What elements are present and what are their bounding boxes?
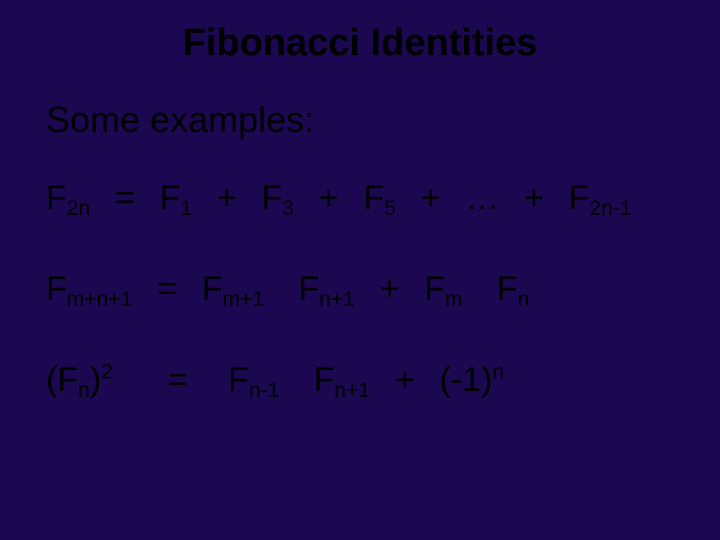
eq2-equals: =	[157, 270, 177, 308]
eq1-t2-base: F	[261, 179, 282, 217]
eq2-lhs-sub: m+n+1	[67, 288, 133, 311]
eq1-plus2: +	[319, 179, 339, 217]
eq2-t2-sub: n+1	[319, 288, 355, 311]
eq1-plus3: +	[421, 179, 441, 217]
eq2-plus: +	[380, 270, 400, 308]
eq3-lhs-base: F	[57, 361, 78, 399]
eq3-lparen: (	[46, 361, 57, 399]
eq1-plus1: +	[217, 179, 237, 217]
eq2-t1-base: F	[202, 270, 223, 308]
eq2-t4-sub: n	[518, 288, 530, 311]
eq1-t4-sub: 2n-1	[589, 197, 631, 220]
slide: Fibonacci Identities Some examples: F2n …	[0, 0, 720, 540]
examples-heading: Some examples:	[46, 100, 674, 140]
identity-1: F2n = F1 + F3 + F5 + … + F2n-1	[46, 179, 674, 218]
eq3-neg: (-1)	[440, 361, 493, 399]
eq3-t2-sub: n+1	[334, 379, 370, 402]
eq3-neg-sup: n	[492, 361, 504, 384]
eq3-plus: +	[395, 361, 415, 399]
eq1-t2-sub: 3	[282, 197, 294, 220]
eq3-lhs-sup: 2	[101, 361, 113, 384]
eq2-t3-sub: m	[445, 288, 463, 311]
slide-title: Fibonacci Identities	[46, 22, 674, 66]
identity-3: (Fn)2 = Fn-1 Fn+1 + (-1)n	[46, 361, 674, 400]
eq1-equals: =	[115, 179, 135, 217]
eq2-t4-base: F	[497, 270, 518, 308]
eq1-t4-base: F	[569, 179, 590, 217]
eq3-t1-base: F	[228, 361, 249, 399]
eq2-lhs-base: F	[46, 270, 67, 308]
eq1-plus4: +	[524, 179, 544, 217]
eq1-t3-sub: 5	[384, 197, 396, 220]
eq2-t3-base: F	[424, 270, 445, 308]
identity-2: Fm+n+1 = Fm+1 Fn+1 + Fm Fn	[46, 270, 674, 309]
eq1-t1-sub: 1	[180, 197, 192, 220]
eq3-t2-base: F	[314, 361, 335, 399]
eq1-t1-base: F	[160, 179, 181, 217]
eq3-t1-sub: n-1	[249, 379, 279, 402]
eq3-equals: =	[168, 361, 188, 399]
eq3-lhs-sub: n	[78, 379, 90, 402]
eq3-rparen: )	[90, 361, 101, 399]
eq1-t3-base: F	[363, 179, 384, 217]
eq2-t1-sub: m+1	[223, 288, 265, 311]
eq2-t2-base: F	[298, 270, 319, 308]
eq1-lhs-base: F	[46, 179, 67, 217]
eq1-dots: …	[465, 179, 499, 217]
eq1-lhs-sub: 2n	[67, 197, 90, 220]
